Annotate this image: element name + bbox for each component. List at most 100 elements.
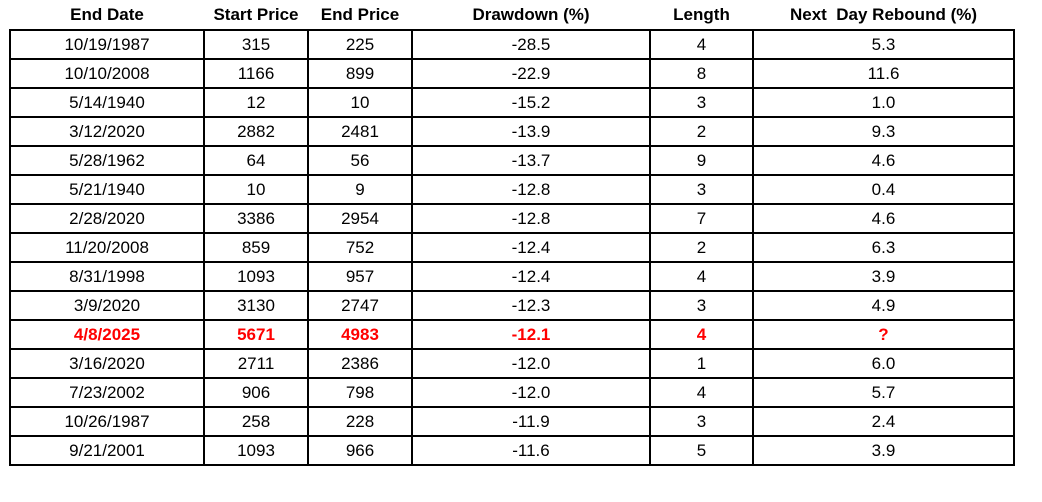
cell-start-price: 315 [203, 29, 309, 60]
table-row: 5/21/1940 10 9 -12.8 3 0.4 [9, 174, 1015, 205]
cell-length: 1 [649, 348, 754, 379]
cell-start-price: 64 [203, 145, 309, 176]
col-header-end-date: End Date [70, 4, 144, 24]
cell-end-date: 3/16/2020 [9, 348, 205, 379]
cell-length: 3 [649, 174, 754, 205]
table-row: 5/28/1962 64 56 -13.7 9 4.6 [9, 145, 1015, 176]
cell-drawdown: -12.4 [411, 261, 651, 292]
cell-rebound: 0.4 [752, 174, 1015, 205]
cell-end-price: 9 [307, 174, 413, 205]
cell-drawdown: -28.5 [411, 29, 651, 60]
table-row: 10/10/2008 1166 899 -22.9 8 11.6 [9, 58, 1015, 89]
table-row-highlighted: 4/8/2025 5671 4983 -12.1 4 ? [9, 319, 1015, 350]
cell-rebound: 1.0 [752, 87, 1015, 118]
cell-length: 4 [649, 29, 754, 60]
cell-length: 4 [649, 319, 754, 350]
cell-end-date: 9/21/2001 [9, 435, 205, 466]
cell-end-price: 2481 [307, 116, 413, 147]
cell-end-date: 2/28/2020 [9, 203, 205, 234]
cell-drawdown: -12.0 [411, 377, 651, 408]
cell-rebound: 5.3 [752, 29, 1015, 60]
cell-length: 3 [649, 406, 754, 437]
cell-rebound: 4.6 [752, 203, 1015, 234]
cell-drawdown: -12.8 [411, 203, 651, 234]
cell-end-date: 11/20/2008 [9, 232, 205, 263]
cell-start-price: 1166 [203, 58, 309, 89]
cell-start-price: 859 [203, 232, 309, 263]
header-row: End Date Start Price End Price Drawdown … [10, 0, 1014, 30]
cell-start-price: 1093 [203, 261, 309, 292]
cell-start-price: 906 [203, 377, 309, 408]
cell-rebound: 4.6 [752, 145, 1015, 176]
cell-rebound: 4.9 [752, 290, 1015, 321]
table-row: 3/16/2020 2711 2386 -12.0 1 6.0 [9, 348, 1015, 379]
cell-end-price: 798 [307, 377, 413, 408]
table-row: 7/23/2002 906 798 -12.0 4 5.7 [9, 377, 1015, 408]
cell-rebound: 3.9 [752, 435, 1015, 466]
cell-end-price: 2747 [307, 290, 413, 321]
table-row: 10/19/1987 315 225 -28.5 4 5.3 [9, 29, 1015, 60]
cell-end-price: 899 [307, 58, 413, 89]
col-header-start-price: Start Price [213, 4, 299, 24]
cell-length: 2 [649, 116, 754, 147]
cell-start-price: 5671 [203, 319, 309, 350]
table-row: 2/28/2020 3386 2954 -12.8 7 4.6 [9, 203, 1015, 234]
table-row: 11/20/2008 859 752 -12.4 2 6.3 [9, 232, 1015, 263]
cell-length: 5 [649, 435, 754, 466]
cell-end-price: 752 [307, 232, 413, 263]
cell-end-price: 225 [307, 29, 413, 60]
cell-drawdown: -13.9 [411, 116, 651, 147]
cell-length: 2 [649, 232, 754, 263]
cell-end-price: 228 [307, 406, 413, 437]
cell-drawdown: -11.6 [411, 435, 651, 466]
cell-end-price: 4983 [307, 319, 413, 350]
table-row: 9/21/2001 1093 966 -11.6 5 3.9 [9, 435, 1015, 466]
cell-drawdown: -12.1 [411, 319, 651, 350]
cell-end-date: 5/28/1962 [9, 145, 205, 176]
cell-start-price: 2711 [203, 348, 309, 379]
cell-start-price: 3386 [203, 203, 309, 234]
cell-end-price: 56 [307, 145, 413, 176]
cell-start-price: 12 [203, 87, 309, 118]
cell-end-date: 4/8/2025 [9, 319, 205, 350]
cell-rebound: 3.9 [752, 261, 1015, 292]
cell-rebound-unknown: ? [752, 319, 1015, 350]
cell-length: 3 [649, 290, 754, 321]
col-header-end-price: End Price [320, 4, 400, 24]
cell-end-price: 10 [307, 87, 413, 118]
cell-end-date: 10/26/1987 [9, 406, 205, 437]
cell-end-price: 2954 [307, 203, 413, 234]
cell-end-date: 10/10/2008 [9, 58, 205, 89]
cell-drawdown: -12.8 [411, 174, 651, 205]
cell-start-price: 3130 [203, 290, 309, 321]
col-header-drawdown: Drawdown (%) [472, 4, 590, 24]
cell-length: 4 [649, 377, 754, 408]
cell-end-date: 5/21/1940 [9, 174, 205, 205]
cell-drawdown: -11.9 [411, 406, 651, 437]
cell-rebound: 5.7 [752, 377, 1015, 408]
cell-end-date: 5/14/1940 [9, 87, 205, 118]
cell-end-price: 966 [307, 435, 413, 466]
cell-end-date: 7/23/2002 [9, 377, 205, 408]
table-row: 3/12/2020 2882 2481 -13.9 2 9.3 [9, 116, 1015, 147]
table-row: 10/26/1987 258 228 -11.9 3 2.4 [9, 406, 1015, 437]
cell-start-price: 1093 [203, 435, 309, 466]
cell-end-date: 8/31/1998 [9, 261, 205, 292]
table-row: 8/31/1998 1093 957 -12.4 4 3.9 [9, 261, 1015, 292]
cell-length: 3 [649, 87, 754, 118]
cell-length: 9 [649, 145, 754, 176]
drawdown-table: End Date Start Price End Price Drawdown … [9, 0, 1015, 466]
cell-end-price: 957 [307, 261, 413, 292]
cell-rebound: 9.3 [752, 116, 1015, 147]
cell-rebound: 6.3 [752, 232, 1015, 263]
cell-length: 8 [649, 58, 754, 89]
cell-drawdown: -15.2 [411, 87, 651, 118]
cell-end-date: 10/19/1987 [9, 29, 205, 60]
col-header-length: Length [673, 4, 730, 24]
cell-drawdown: -12.0 [411, 348, 651, 379]
cell-drawdown: -12.4 [411, 232, 651, 263]
cell-drawdown: -22.9 [411, 58, 651, 89]
cell-start-price: 2882 [203, 116, 309, 147]
cell-rebound: 6.0 [752, 348, 1015, 379]
